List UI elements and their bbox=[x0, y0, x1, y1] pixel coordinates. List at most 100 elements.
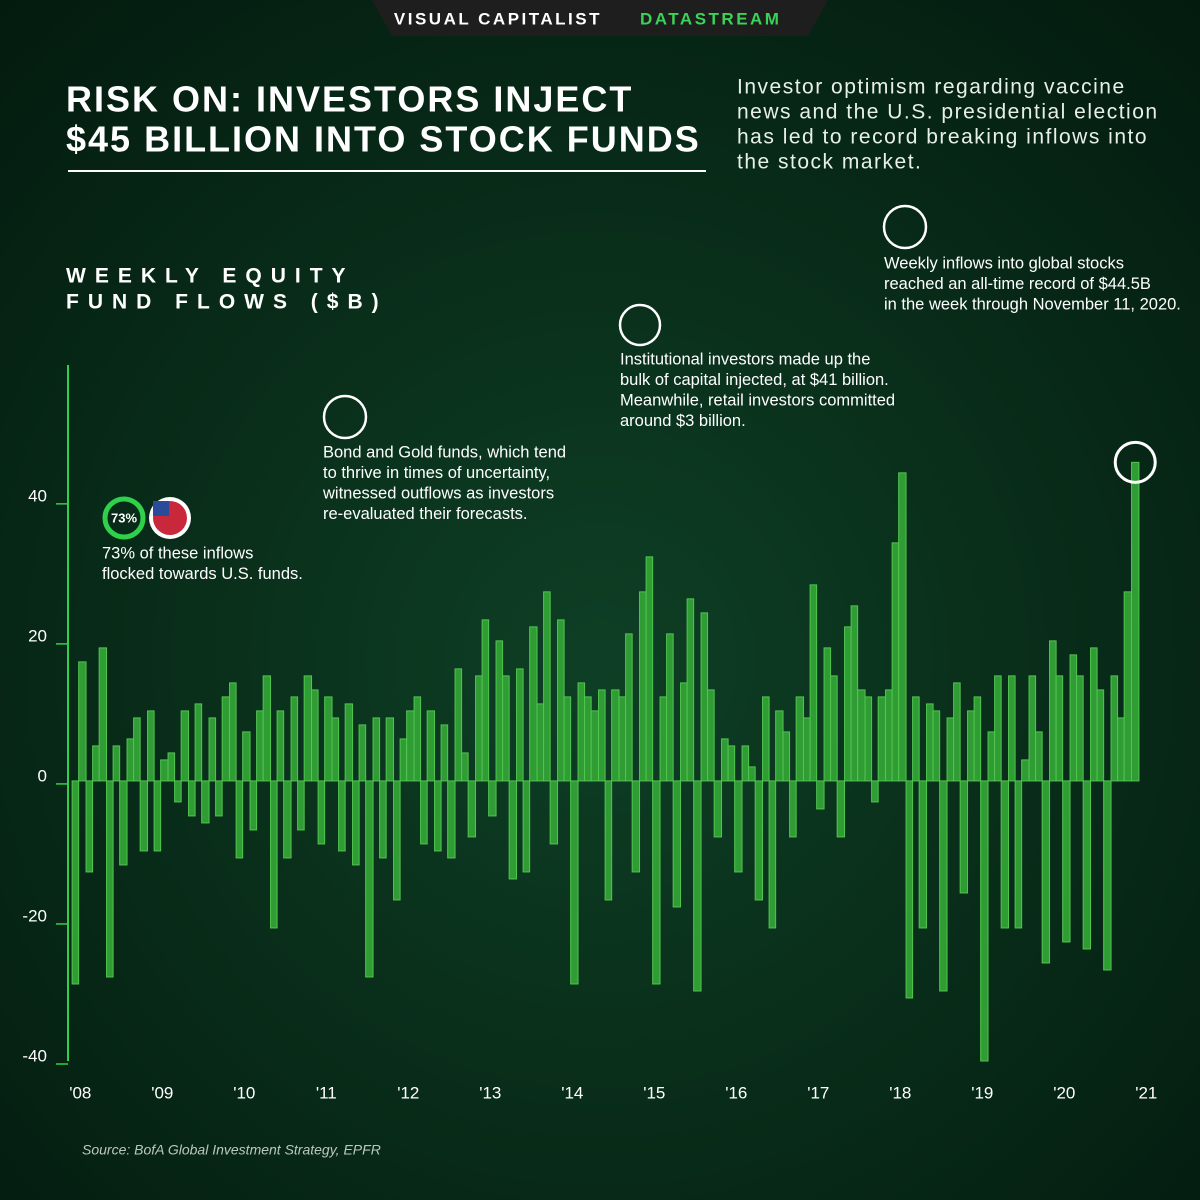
bar bbox=[680, 682, 688, 782]
bar bbox=[119, 780, 128, 866]
bar bbox=[631, 780, 641, 873]
highlight-ring bbox=[1113, 440, 1157, 484]
bar bbox=[1008, 675, 1016, 782]
x-tick-label: '14 bbox=[561, 1083, 583, 1102]
bar bbox=[139, 780, 149, 852]
icon bbox=[882, 204, 928, 250]
bar bbox=[672, 780, 682, 908]
bar bbox=[994, 675, 1002, 782]
bar bbox=[666, 633, 674, 782]
chart-title: FUND FLOWS ($B) bbox=[66, 291, 388, 314]
bar bbox=[276, 710, 285, 782]
bar bbox=[789, 780, 797, 838]
bar bbox=[1131, 461, 1140, 782]
bar bbox=[980, 780, 989, 1062]
bar bbox=[221, 696, 231, 782]
bar bbox=[290, 696, 299, 782]
annotation: Bond and Gold funds, which tend bbox=[323, 443, 566, 461]
x-tick-label: '18 bbox=[889, 1083, 911, 1102]
bar bbox=[598, 689, 606, 782]
header-tab bbox=[372, 0, 828, 36]
bar bbox=[502, 675, 510, 782]
bar bbox=[270, 780, 278, 929]
bar bbox=[1014, 780, 1023, 929]
bar bbox=[229, 682, 237, 782]
bar bbox=[522, 780, 531, 873]
bar bbox=[836, 780, 846, 838]
bar bbox=[625, 633, 633, 782]
y-tick-label: 40 bbox=[28, 486, 47, 505]
brand: VISUAL CAPITALIST bbox=[394, 9, 602, 28]
annotation: witnessed outflows as investors bbox=[322, 484, 554, 502]
bar bbox=[748, 766, 756, 782]
bar bbox=[317, 780, 326, 845]
bar bbox=[413, 696, 422, 782]
bar bbox=[918, 780, 928, 929]
bar bbox=[721, 738, 729, 782]
bar bbox=[454, 668, 463, 782]
bar bbox=[324, 696, 333, 782]
bar bbox=[1035, 731, 1043, 782]
bar bbox=[495, 640, 504, 782]
bar bbox=[78, 661, 87, 782]
icon bbox=[618, 303, 662, 347]
intro: news and the U.S. presidential election bbox=[737, 101, 1159, 124]
annotation: flocked towards U.S. funds. bbox=[102, 565, 303, 583]
bar bbox=[1076, 675, 1084, 782]
y-tick-label: -40 bbox=[22, 1046, 47, 1065]
bar bbox=[406, 710, 415, 782]
bar bbox=[659, 696, 668, 782]
bar bbox=[85, 780, 94, 873]
bar bbox=[262, 675, 272, 782]
x-tick-label: '15 bbox=[643, 1083, 665, 1102]
bar bbox=[713, 780, 723, 838]
bar bbox=[905, 780, 914, 999]
bar bbox=[816, 780, 825, 810]
bar bbox=[762, 696, 770, 782]
bar bbox=[393, 780, 401, 901]
x-tick-label: '09 bbox=[151, 1083, 173, 1102]
bar bbox=[549, 780, 559, 845]
bar bbox=[973, 696, 982, 782]
bar bbox=[768, 780, 777, 929]
annotation: bulk of capital injected, at $41 billion… bbox=[620, 371, 889, 389]
intro: Investor optimism regarding vaccine bbox=[737, 76, 1126, 99]
bar bbox=[700, 612, 709, 782]
bar bbox=[249, 780, 258, 831]
bar bbox=[1021, 759, 1030, 782]
title: RISK ON: INVESTORS INJECT bbox=[66, 79, 633, 120]
bar bbox=[112, 745, 121, 782]
bar bbox=[194, 703, 203, 782]
bar bbox=[379, 780, 387, 859]
bar bbox=[201, 780, 210, 824]
bar bbox=[618, 696, 627, 782]
bar bbox=[256, 710, 264, 782]
x-tick-label: '10 bbox=[233, 1083, 255, 1102]
source: Source: BofA Global Investment Strategy,… bbox=[82, 1142, 381, 1158]
bar bbox=[912, 696, 920, 782]
annotation: to thrive in times of uncertainty, bbox=[323, 464, 550, 482]
bar bbox=[754, 780, 764, 901]
bar bbox=[1000, 780, 1010, 929]
bar bbox=[604, 780, 613, 901]
bar bbox=[338, 780, 346, 852]
bar bbox=[686, 598, 695, 782]
y-tick-label: -20 bbox=[22, 906, 47, 925]
bar bbox=[242, 731, 251, 782]
chart-title: WEEKLY EQUITY bbox=[66, 265, 355, 288]
bar bbox=[864, 696, 873, 782]
bar bbox=[1123, 591, 1133, 782]
bar bbox=[467, 780, 477, 838]
bar bbox=[358, 724, 367, 782]
bar bbox=[133, 717, 141, 782]
bar bbox=[1028, 675, 1037, 782]
bar bbox=[447, 780, 456, 859]
bar bbox=[529, 626, 538, 782]
bar bbox=[871, 780, 879, 803]
bar bbox=[775, 710, 784, 782]
flag bbox=[153, 501, 169, 516]
bar bbox=[331, 717, 340, 782]
